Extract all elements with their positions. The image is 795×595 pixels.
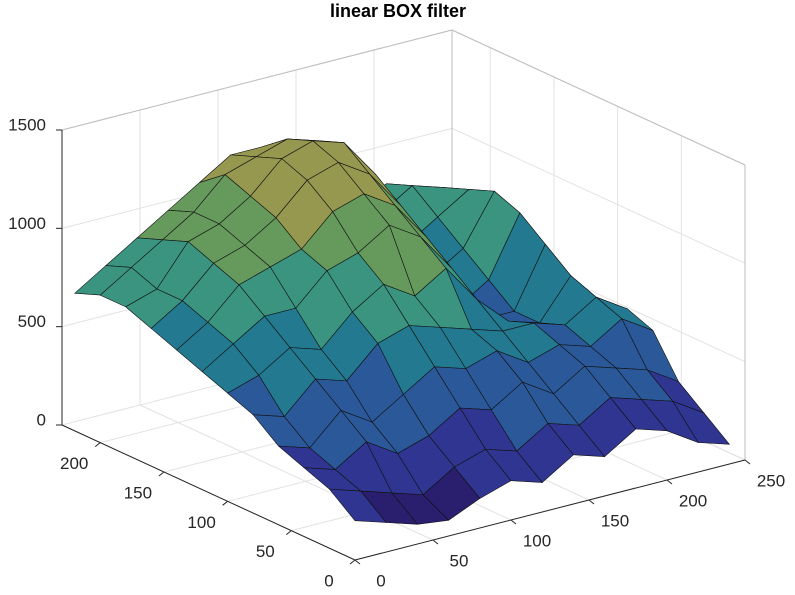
- z-tick-label: 1000: [8, 214, 46, 233]
- x-tick: [666, 479, 673, 485]
- x-tick: [510, 519, 517, 525]
- z-tick-label: 0: [37, 410, 46, 429]
- surface: [74, 138, 731, 525]
- y-tick: [349, 559, 356, 565]
- y-tick-label: 150: [124, 483, 152, 502]
- y-tick-label: 100: [187, 513, 215, 532]
- x-axis-line: [354, 459, 746, 561]
- box-edge: [451, 29, 746, 166]
- y-tick: [158, 471, 165, 477]
- grid-line: [451, 127, 746, 264]
- y-tick: [94, 442, 101, 447]
- y-tick-label: 0: [324, 571, 333, 590]
- x-tick: [432, 539, 439, 545]
- x-tick-label: 100: [523, 531, 551, 550]
- z-tick-label: 500: [18, 312, 46, 331]
- x-tick: [354, 559, 361, 565]
- x-tick-label: 0: [376, 571, 385, 590]
- x-tick-label: 250: [757, 471, 785, 490]
- y-tick: [285, 530, 292, 536]
- x-tick: [588, 499, 595, 505]
- y-tick: [222, 500, 228, 506]
- chart-title: linear BOX filter: [330, 1, 466, 21]
- axes-labels: 0 50 100 150 200 250 0 50 100 150 200 0 500 1000 1500: [8, 115, 785, 590]
- x-tick-label: 150: [601, 511, 629, 530]
- x-tick: [744, 459, 751, 465]
- x-tick-label: 200: [679, 491, 707, 510]
- y-tick-label: 200: [60, 454, 88, 473]
- x-tick-label: 50: [450, 551, 469, 570]
- y-axis-line: [61, 424, 356, 561]
- z-tick-label: 1500: [8, 115, 46, 134]
- box-edge: [61, 29, 453, 131]
- surface-face: [328, 488, 387, 523]
- y-tick-label: 50: [256, 542, 275, 561]
